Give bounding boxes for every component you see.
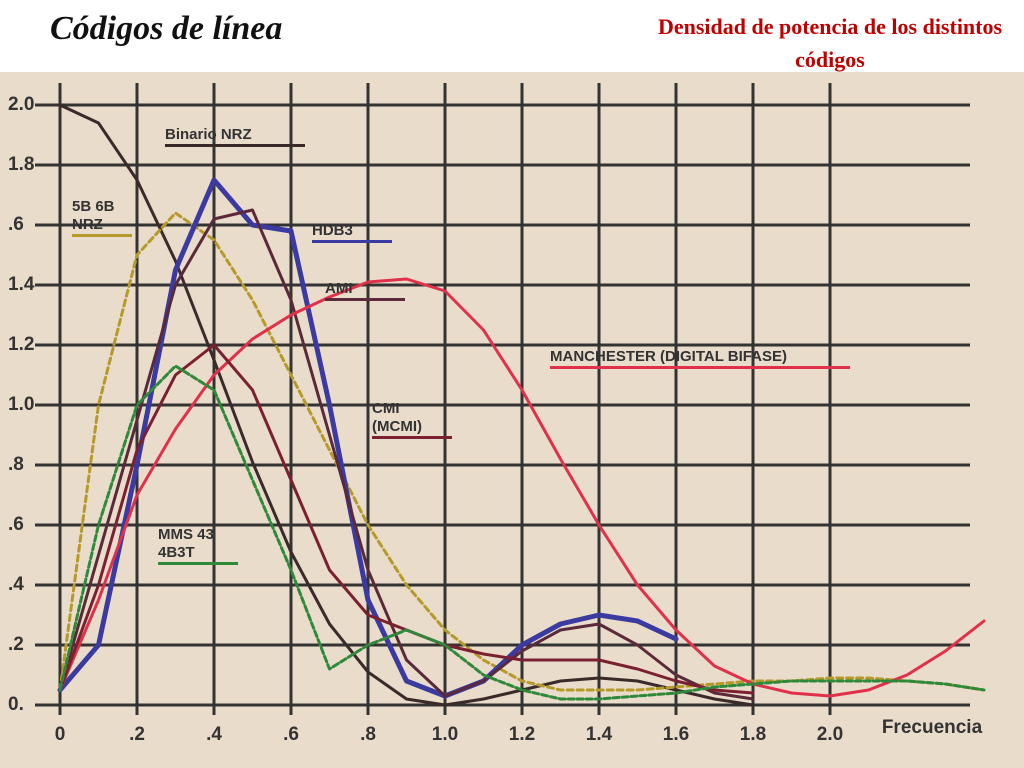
series-line: [58, 364, 986, 701]
y-tick-label: .6: [8, 214, 24, 235]
x-tick-label: .8: [360, 724, 376, 745]
y-tick-label: 2.0: [8, 94, 34, 115]
chart-subtitle: Densidad de potencia de los distintos có…: [657, 14, 1003, 72]
y-tick-label: .4: [8, 574, 24, 595]
series-label: CMI (MCMI): [372, 400, 452, 439]
x-tick-label: 1.6: [663, 724, 689, 745]
series-label: MANCHESTER (DIGITAL BIFASE): [550, 348, 850, 369]
series-label: 5B 6B NRZ: [72, 198, 132, 237]
series-label: HDB3: [312, 222, 392, 243]
y-tick-label: 1.8: [8, 154, 34, 175]
y-tick-label: 1.2: [8, 334, 34, 355]
x-tick-label: 2.0: [817, 724, 843, 745]
series-label: AMI: [325, 280, 405, 301]
slide-title: Códigos de línea: [50, 10, 283, 47]
y-tick-label: 1.0: [8, 394, 34, 415]
x-tick-label: 1.8: [740, 724, 766, 745]
y-tick-label: 0.: [8, 694, 24, 715]
y-tick-label: .6: [8, 514, 24, 535]
series-line: [58, 277, 986, 698]
series-line: [58, 103, 755, 707]
x-tick-label: .2: [129, 724, 145, 745]
y-tick-label: 1.4: [8, 274, 35, 295]
x-tick-label: 1.4: [586, 724, 613, 745]
x-tick-label: 1.0: [432, 724, 458, 745]
series-line: [58, 211, 986, 692]
y-tick-label: .8: [8, 454, 24, 475]
y-tick-label: .2: [8, 634, 24, 655]
x-tick-label: .6: [283, 724, 299, 745]
x-tick-label: .4: [206, 724, 222, 745]
series-label: MMS 43 4B3T: [158, 526, 238, 565]
series-label: Binario NRZ: [165, 126, 305, 147]
series-line: [58, 208, 755, 701]
x-axis-label: Frecuencia: [882, 717, 983, 738]
x-tick-label: 1.2: [509, 724, 535, 745]
x-tick-label: 0: [55, 724, 66, 745]
